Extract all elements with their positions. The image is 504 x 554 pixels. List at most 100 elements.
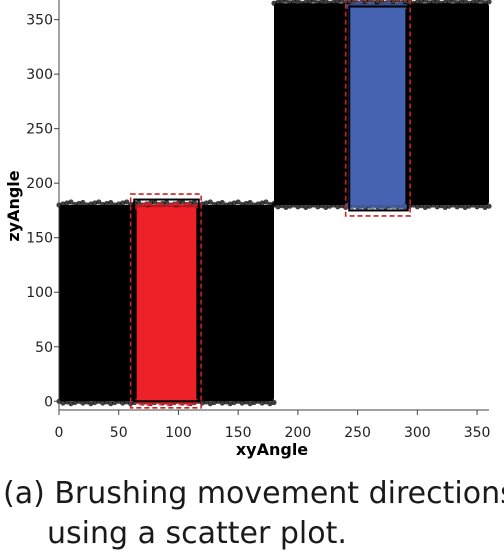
caption-line-1: (a) Brushing movement directions bbox=[3, 476, 504, 511]
scatter-point bbox=[374, 203, 380, 209]
scatter-point bbox=[361, 203, 368, 209]
scatter-point bbox=[211, 399, 217, 406]
scatter-point bbox=[279, 0, 285, 4]
scatter-point bbox=[426, 203, 432, 209]
y-tick-label: 300 bbox=[26, 67, 53, 83]
scatter-point bbox=[454, 0, 460, 6]
scatter-point bbox=[442, 204, 448, 210]
scatter-point bbox=[438, 203, 444, 209]
scatter-point bbox=[104, 399, 110, 405]
scatter-point bbox=[327, 0, 333, 6]
scatter-point bbox=[319, 0, 325, 5]
scatter-point bbox=[398, 1, 404, 7]
scatter-point bbox=[92, 399, 98, 406]
red-selection-cluster bbox=[136, 207, 197, 402]
x-tick-label: 200 bbox=[285, 425, 312, 441]
scatter-point bbox=[307, 203, 313, 209]
red-brush[interactable] bbox=[133, 198, 200, 403]
scatter-point bbox=[315, 204, 321, 210]
scatter-point bbox=[259, 400, 265, 406]
scatter-point bbox=[169, 202, 176, 208]
scatter-point bbox=[466, 203, 472, 209]
scatter-point bbox=[462, 204, 468, 210]
scatter-point bbox=[88, 401, 94, 407]
scatter-point bbox=[243, 200, 249, 207]
scatter-point bbox=[142, 202, 148, 208]
scatter-point bbox=[185, 202, 191, 208]
x-tick-label: 0 bbox=[55, 425, 64, 441]
scatter-point bbox=[153, 203, 160, 209]
scatter-point bbox=[263, 199, 269, 205]
point-clusters bbox=[56, 0, 492, 407]
scatter-point bbox=[422, 0, 428, 3]
y-tick-label: 350 bbox=[26, 13, 53, 29]
scatter-point bbox=[243, 399, 249, 405]
x-tick-label: 300 bbox=[404, 425, 431, 441]
scatter-point bbox=[108, 401, 114, 407]
scatter-point bbox=[357, 0, 363, 7]
blue-brush-outline[interactable] bbox=[344, 0, 411, 217]
scatter-point bbox=[434, 204, 440, 210]
scatter-point bbox=[295, 0, 301, 4]
scatter-point bbox=[223, 399, 229, 405]
scatter-point bbox=[64, 399, 70, 405]
scatter-point bbox=[251, 202, 257, 208]
scatter-point bbox=[327, 203, 333, 209]
scatter-point bbox=[60, 400, 66, 406]
scatter-point bbox=[271, 202, 277, 208]
scatter-point bbox=[60, 201, 66, 207]
scatter-point bbox=[458, 0, 464, 5]
scatter-point bbox=[247, 401, 253, 407]
scatter-point bbox=[76, 200, 82, 207]
scatter-point bbox=[271, 399, 277, 406]
scatter-point bbox=[283, 204, 289, 210]
scatter-point bbox=[128, 401, 134, 407]
scatter-point bbox=[231, 399, 237, 406]
scatter-point bbox=[219, 400, 225, 406]
scatter-point bbox=[470, 0, 476, 5]
scatter-point bbox=[394, 203, 400, 209]
scatter-point bbox=[374, 0, 381, 5]
scatter-point bbox=[335, 0, 341, 4]
scatter-point bbox=[271, 0, 277, 6]
scatter-point bbox=[92, 200, 98, 206]
scatter-point bbox=[104, 200, 110, 207]
scatter-point bbox=[474, 0, 480, 4]
scatter-point bbox=[470, 202, 476, 208]
y-tick-label: 150 bbox=[26, 231, 53, 247]
red-brush-outline[interactable] bbox=[129, 193, 202, 409]
y-tick-label: 50 bbox=[35, 340, 53, 356]
scatter-point bbox=[343, 0, 349, 6]
brush-rectangles[interactable] bbox=[129, 0, 411, 409]
scatter-point bbox=[145, 201, 152, 207]
scatter-point bbox=[124, 199, 130, 205]
scatter-point bbox=[100, 400, 106, 406]
scatter-point bbox=[227, 401, 233, 407]
scatter-point bbox=[486, 0, 492, 5]
scatter-point bbox=[438, 0, 444, 6]
scatter-point bbox=[120, 400, 126, 406]
scatter-point bbox=[291, 202, 297, 208]
scatter-point bbox=[442, 0, 448, 5]
scatter-point bbox=[283, 0, 289, 3]
scatter-point bbox=[398, 204, 404, 210]
scatter-point bbox=[422, 204, 428, 210]
scatter-point bbox=[112, 202, 118, 208]
scatter-point bbox=[430, 202, 436, 208]
scatter-point bbox=[255, 398, 261, 404]
scatter-point bbox=[315, 0, 321, 6]
scatter-plot: 0 50 100 150 200 250 300 350 0 50 100 150 200 250 300… bbox=[4, 0, 492, 459]
scatter-point bbox=[68, 199, 74, 205]
scatter-point bbox=[446, 203, 452, 209]
scatter-point bbox=[76, 398, 82, 404]
y-axis-label: zyAngle bbox=[4, 170, 23, 241]
scatter-point bbox=[193, 203, 199, 209]
figure-caption: (a) Brushing movement directions using a… bbox=[3, 474, 504, 554]
scatter-point bbox=[478, 0, 484, 3]
scatter-point bbox=[299, 203, 305, 209]
scatter-point bbox=[128, 201, 134, 208]
scatter-point bbox=[255, 201, 261, 207]
scatter-point bbox=[275, 204, 281, 210]
scatter-point bbox=[474, 204, 480, 210]
blue-brush[interactable] bbox=[348, 5, 409, 212]
